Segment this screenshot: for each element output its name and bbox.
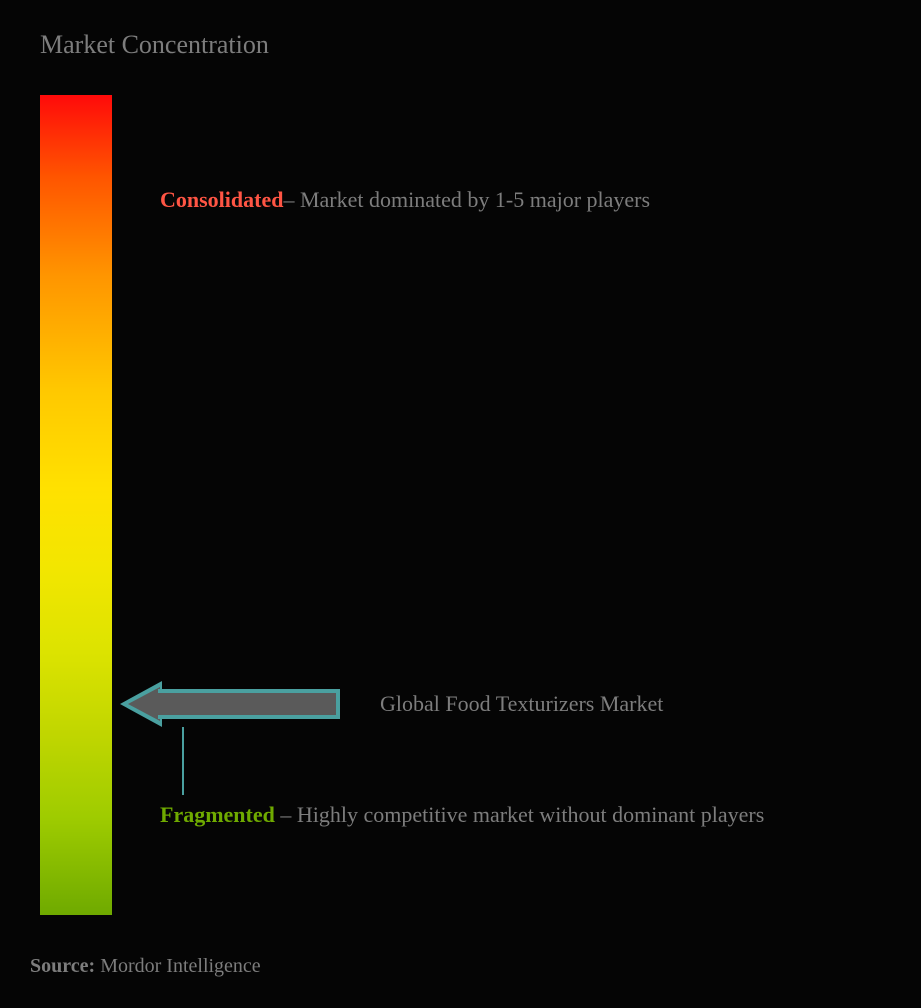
- consolidated-label-group: Consolidated– Market dominated by 1-5 ma…: [160, 180, 650, 220]
- source-value: Mordor Intelligence: [95, 955, 261, 977]
- concentration-gradient-bar: [40, 95, 112, 915]
- chart-area: Consolidated– Market dominated by 1-5 ma…: [40, 95, 891, 915]
- arrow-head-inner: [128, 687, 160, 721]
- market-label: Global Food Texturizers Market: [380, 691, 663, 717]
- fragmented-keyword: Fragmented: [160, 802, 275, 827]
- infographic-container: Market Concentration Consolidated– Marke…: [0, 0, 921, 1008]
- connector-line: [182, 727, 184, 795]
- consolidated-keyword: Consolidated: [160, 187, 283, 212]
- fragmented-description: – Highly competitive market without domi…: [275, 802, 764, 827]
- source-label: Source:: [30, 955, 95, 977]
- fragmented-label-group: Fragmented – Highly competitive market w…: [160, 795, 764, 835]
- arrow-body: [158, 689, 340, 719]
- source-citation: Source: Mordor Intelligence: [30, 955, 261, 978]
- consolidated-description: – Market dominated by 1-5 major players: [283, 187, 650, 212]
- chart-title: Market Concentration: [40, 30, 891, 60]
- market-arrow: [120, 681, 340, 727]
- market-arrow-group: [120, 681, 340, 727]
